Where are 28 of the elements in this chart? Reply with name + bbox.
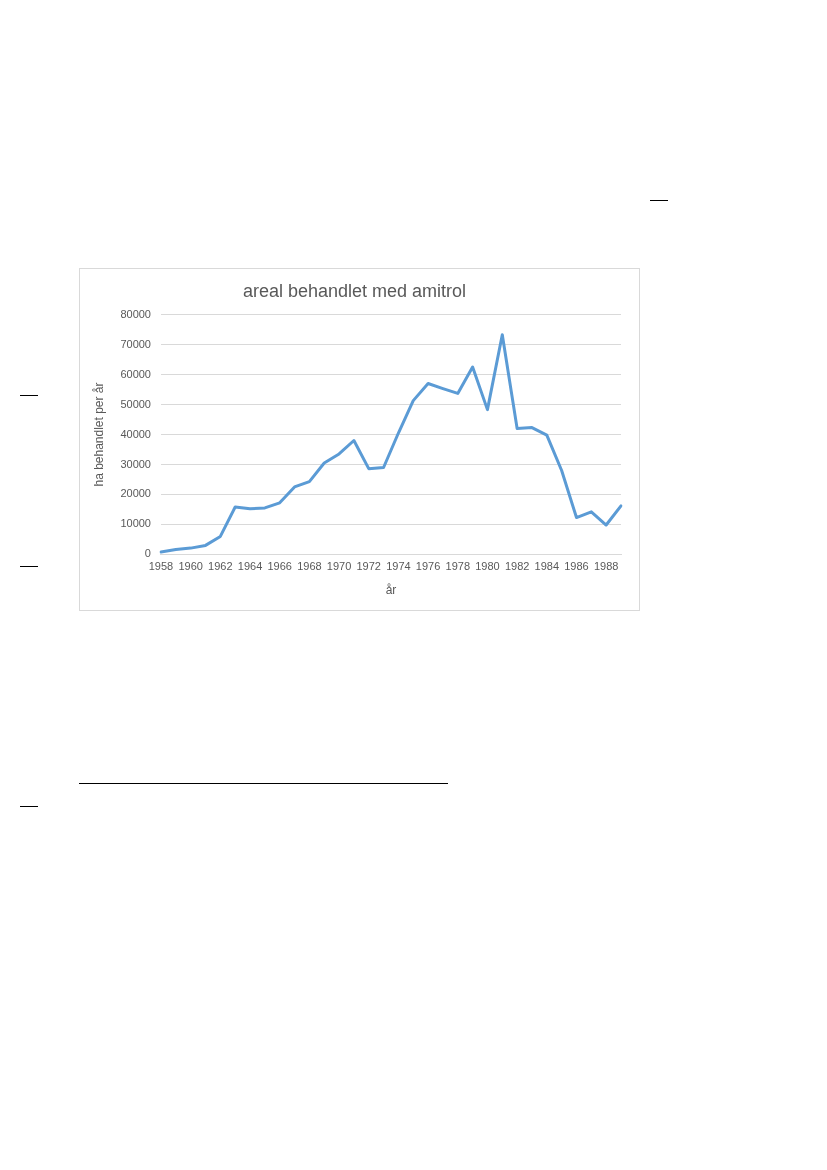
y-tick-label: 0 [144, 547, 151, 560]
y-tick-label: 40000 [120, 427, 151, 440]
y-tick-label: 60000 [120, 367, 151, 380]
x-tick-label: 1970 [326, 560, 352, 573]
x-tick-label: 1988 [593, 560, 619, 573]
x-tick-label: 1958 [148, 560, 174, 573]
y-tick-label: 80000 [120, 307, 151, 320]
x-tick-label: 1960 [178, 560, 203, 573]
x-tick-label: 1966 [267, 560, 292, 573]
x-tick-label: 1976 [415, 560, 441, 573]
x-tick-label: 1974 [386, 560, 411, 573]
y-tick-label: 30000 [120, 457, 151, 470]
x-tick-label: 1986 [564, 560, 589, 573]
x-tick-label: 1968 [297, 560, 322, 573]
x-tick-label: 1982 [504, 560, 530, 573]
x-tick-label: 1972 [356, 560, 381, 573]
x-tick-label: 1980 [475, 560, 500, 573]
chart-title: areal behandlet med amitrol [242, 280, 467, 301]
y-tick-label: 70000 [120, 337, 151, 350]
y-tick-label: 10000 [120, 517, 151, 530]
x-tick-label: 1984 [534, 560, 560, 573]
y-tick-label: 20000 [120, 487, 151, 500]
y-tick-label: 50000 [120, 397, 151, 410]
x-tick-label: 1964 [237, 560, 263, 573]
x-tick-label: 1978 [445, 560, 471, 573]
x-axis-title: år [385, 583, 397, 598]
x-tick-label: 1962 [208, 560, 233, 573]
y-axis-title: ha behandlet per år [91, 382, 106, 487]
